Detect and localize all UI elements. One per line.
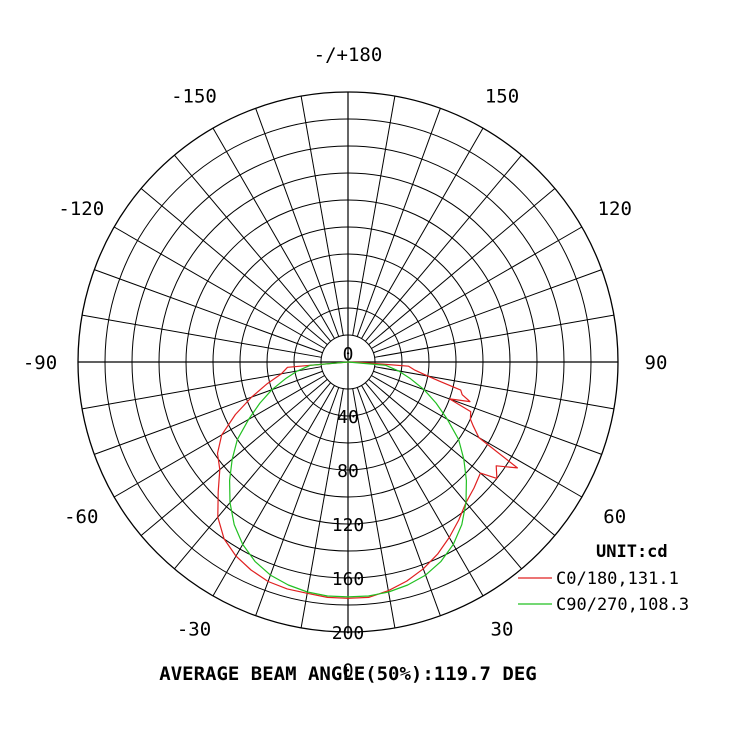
angle-label: 30	[491, 619, 514, 641]
grid-spoke	[113, 226, 325, 349]
angle-label: 60	[603, 506, 626, 528]
legend-label-c90: C90/270,108.3	[556, 595, 689, 615]
angle-label: -150	[171, 85, 217, 107]
grid-spoke	[140, 378, 328, 536]
polar-grid	[77, 91, 619, 633]
radial-labels: 0 40 80 120 160 200	[332, 344, 365, 644]
grid-spoke	[361, 385, 484, 597]
grid-spoke	[373, 370, 602, 455]
grid-spoke	[82, 366, 322, 410]
angle-label: 90	[645, 352, 668, 374]
grid-spoke	[352, 96, 396, 336]
angle-label: 120	[598, 198, 632, 220]
grid-spoke	[364, 154, 522, 342]
grid-spoke	[300, 388, 344, 628]
angle-label: 0	[342, 660, 353, 682]
grid-spoke	[368, 188, 556, 346]
legend: UNIT:cd C0/180,131.1 C90/270,108.3	[518, 542, 689, 615]
grid-spoke	[368, 378, 556, 536]
angle-label: -90	[23, 352, 57, 374]
angle-label: 150	[485, 85, 519, 107]
radial-tick-label: 200	[332, 623, 365, 644]
grid-spoke	[371, 226, 583, 349]
radial-tick-label: 120	[332, 515, 365, 536]
legend-label-c0: C0/180,131.1	[556, 569, 679, 589]
grid-spoke	[374, 314, 614, 358]
angle-labels: 0 30 60 90 120 150 -/+180 -150 -120 -90 -60 -30	[23, 44, 668, 682]
radial-tick-label: 160	[332, 569, 365, 590]
angle-label: -30	[177, 619, 211, 641]
grid-spoke	[94, 370, 323, 455]
grid-spoke	[113, 375, 325, 498]
grid-spoke	[212, 127, 335, 339]
grid-spoke	[82, 314, 322, 358]
grid-spoke	[373, 269, 602, 354]
grid-spoke	[374, 366, 614, 410]
grid-spoke	[356, 387, 441, 616]
angle-label: -60	[64, 506, 98, 528]
grid-spoke	[255, 108, 340, 337]
grid-spoke	[352, 388, 396, 628]
grid-spoke	[300, 96, 344, 336]
curve-c90-270	[229, 361, 467, 598]
radial-tick-label: 40	[337, 407, 359, 428]
radial-tick-label: 0	[343, 344, 354, 365]
grid-spoke	[356, 108, 441, 337]
curve-c0-180	[216, 361, 518, 599]
grid-spoke	[361, 127, 484, 339]
grid-spoke	[174, 382, 332, 570]
radial-tick-label: 80	[337, 461, 359, 482]
unit-label: UNIT:cd	[596, 542, 668, 562]
grid-spoke	[371, 375, 583, 498]
grid-spoke	[364, 382, 522, 570]
grid-spoke	[94, 269, 323, 354]
beam-angle-footer: AVERAGE BEAM ANGLE(50%):119.7 DEG	[159, 663, 537, 685]
grid-spoke	[140, 188, 328, 346]
grid-spoke	[174, 154, 332, 342]
grid-spoke	[212, 385, 335, 597]
curves	[216, 361, 518, 599]
angle-label: -/+180	[314, 44, 383, 66]
grid-spoke	[255, 387, 340, 616]
angle-label: -120	[58, 198, 104, 220]
